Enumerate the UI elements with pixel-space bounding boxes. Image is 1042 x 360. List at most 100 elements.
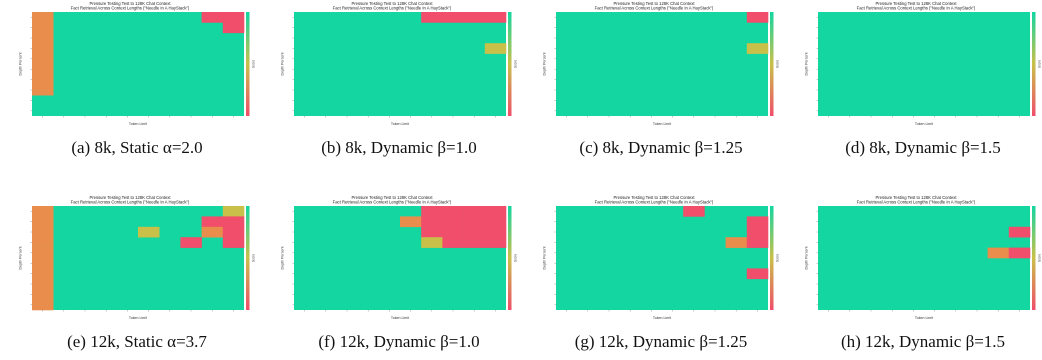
heatmap-cell-partial [32, 84, 54, 96]
heatmap-panel: Pressure Testing Test to 128K Chat Conte… [18, 194, 256, 351]
heatmap-cell-fail [222, 237, 245, 248]
heatmap-cell-partial [32, 74, 54, 86]
heatmap-cell-fail [484, 12, 507, 23]
x-axis-label: Token Limit [915, 316, 933, 320]
heatmap-svg: Pressure Testing Test to 128K Chat Conte… [543, 195, 780, 320]
colorbar [770, 206, 774, 310]
colorbar-label: Score [776, 60, 780, 69]
y-axis-label: Depth Percent [281, 53, 285, 76]
heatmap-cell-partial [32, 278, 54, 290]
heatmap-cell-partial [32, 22, 54, 34]
heatmap-cell-fail [746, 237, 769, 248]
colorbar-label: Score [1038, 254, 1042, 263]
heatmap-panel: Pressure Testing Test to 128K Chat Conte… [280, 194, 518, 351]
heatmap-cell-fail [484, 216, 507, 228]
heatmap-cell-fail [484, 206, 507, 217]
heatmap-cell-fail [463, 206, 486, 217]
heatmap-cell-partial [32, 268, 54, 280]
heatmap-cell-partial [400, 216, 422, 228]
chart-subtitle: Fact Retrieval Across Context Lengths ("… [333, 200, 452, 205]
heatmap-cell-fail [484, 237, 507, 248]
subfigure-caption: (e) 12k, Static α=3.7 [67, 332, 207, 351]
subfigure-caption: (b) 8k, Dynamic β=1.0 [321, 138, 477, 157]
heatmap-cell-mid [421, 237, 443, 248]
heatmap-cell-fail [746, 12, 769, 23]
heatmap-cell-partial [32, 226, 54, 238]
heatmap-cell-partial [32, 258, 54, 269]
colorbar [508, 12, 512, 116]
heatmap-cell-fail [421, 206, 443, 217]
colorbar [1032, 12, 1036, 116]
heatmap-cell-fail [201, 216, 224, 228]
subfigure-caption: (a) 8k, Static α=2.0 [71, 138, 203, 157]
heatmap-cell-partial [32, 32, 54, 44]
heatmap-cell-fail [201, 12, 224, 23]
subfigure-caption: (g) 12k, Dynamic β=1.25 [574, 332, 748, 351]
chart-subtitle: Fact Retrieval Across Context Lengths ("… [71, 200, 190, 205]
chart-subtitle: Fact Retrieval Across Context Lengths ("… [71, 6, 190, 11]
subfigure-caption: (d) 8k, Dynamic β=1.5 [845, 138, 1001, 157]
heatmap-cell-fail [442, 226, 464, 238]
x-axis-label: Token Limit [915, 122, 933, 126]
x-axis-label: Token Limit [129, 316, 147, 320]
y-axis-label: Depth Percent [543, 53, 547, 76]
chart-title: Pressure Testing Test to 128K Chat Conte… [613, 195, 695, 200]
colorbar [246, 206, 250, 310]
x-axis-label: Token Limit [653, 316, 671, 320]
colorbar-label: Score [1038, 60, 1042, 69]
heatmap-cell-partial [725, 237, 748, 248]
heatmap-cell-fail [1008, 247, 1031, 259]
heatmap-cell-fail [746, 216, 769, 228]
y-axis-label: Depth Percent [805, 53, 809, 76]
colorbar-label: Score [514, 60, 518, 69]
heatmap-cell-fail [463, 237, 486, 248]
chart-title: Pressure Testing Test to 128K Chat Conte… [89, 195, 171, 200]
heatmap-cell-partial [32, 289, 54, 300]
heatmap-cell-mid [484, 43, 507, 54]
chart-title: Pressure Testing Test to 128K Chat Conte… [875, 195, 957, 200]
heatmap-cell-mid [746, 43, 769, 54]
heatmap-background [294, 12, 506, 116]
heatmap-cell-fail [746, 268, 769, 280]
heatmap-panel: Pressure Testing Test to 128K Chat Conte… [804, 0, 1042, 157]
heatmap-cell-fail [463, 226, 486, 238]
heatmap-panel: Pressure Testing Test to 128K Chat Conte… [804, 194, 1042, 351]
y-axis-label: Depth Percent [281, 247, 285, 270]
heatmap-svg: Pressure Testing Test to 128K Chat Conte… [281, 1, 518, 126]
heatmap-cell-fail [442, 216, 464, 228]
chart-subtitle: Fact Retrieval Across Context Lengths ("… [595, 6, 714, 11]
heatmap-cell-fail [484, 226, 507, 238]
chart-subtitle: Fact Retrieval Across Context Lengths ("… [857, 6, 976, 11]
heatmap-cell-partial [32, 247, 54, 259]
heatmap-cell-fail [222, 216, 245, 228]
chart-subtitle: Fact Retrieval Across Context Lengths ("… [333, 6, 452, 11]
heatmap-background [32, 12, 244, 116]
heatmap-cell-partial [32, 53, 54, 65]
y-axis-label: Depth Percent [19, 247, 23, 270]
heatmap-cell-fail [463, 12, 486, 23]
colorbar-label: Score [252, 254, 256, 263]
heatmap-panel: Pressure Testing Test to 128K Chat Conte… [542, 194, 780, 351]
heatmap-cell-partial [987, 247, 1010, 259]
chart-title: Pressure Testing Test to 128K Chat Conte… [875, 1, 957, 6]
x-axis-label: Token Limit [391, 316, 409, 320]
heatmap-svg: Pressure Testing Test to 128K Chat Conte… [805, 195, 1042, 320]
y-axis-label: Depth Percent [805, 247, 809, 270]
heatmap-cell-fail [442, 12, 464, 23]
colorbar [770, 12, 774, 116]
heatmap-svg: Pressure Testing Test to 128K Chat Conte… [805, 1, 1042, 126]
heatmap-panel: Pressure Testing Test to 128K Chat Conte… [18, 0, 256, 157]
heatmap-cell-partial [32, 206, 54, 217]
heatmap-panel: Pressure Testing Test to 128K Chat Conte… [542, 0, 780, 157]
heatmap-cell-fail [222, 226, 245, 238]
chart-title: Pressure Testing Test to 128K Chat Conte… [351, 1, 433, 6]
heatmap-panel: Pressure Testing Test to 128K Chat Conte… [280, 0, 518, 157]
x-axis-label: Token Limit [653, 122, 671, 126]
subfigure-caption: (f) 12k, Dynamic β=1.0 [318, 332, 480, 351]
y-axis-label: Depth Percent [19, 53, 23, 76]
heatmap-cell-fail [421, 226, 443, 238]
heatmap-cell-partial [32, 43, 54, 54]
colorbar-label: Score [776, 254, 780, 263]
subfigure-caption: (h) 12k, Dynamic β=1.5 [840, 332, 1006, 351]
heatmap-cell-partial [201, 226, 224, 238]
